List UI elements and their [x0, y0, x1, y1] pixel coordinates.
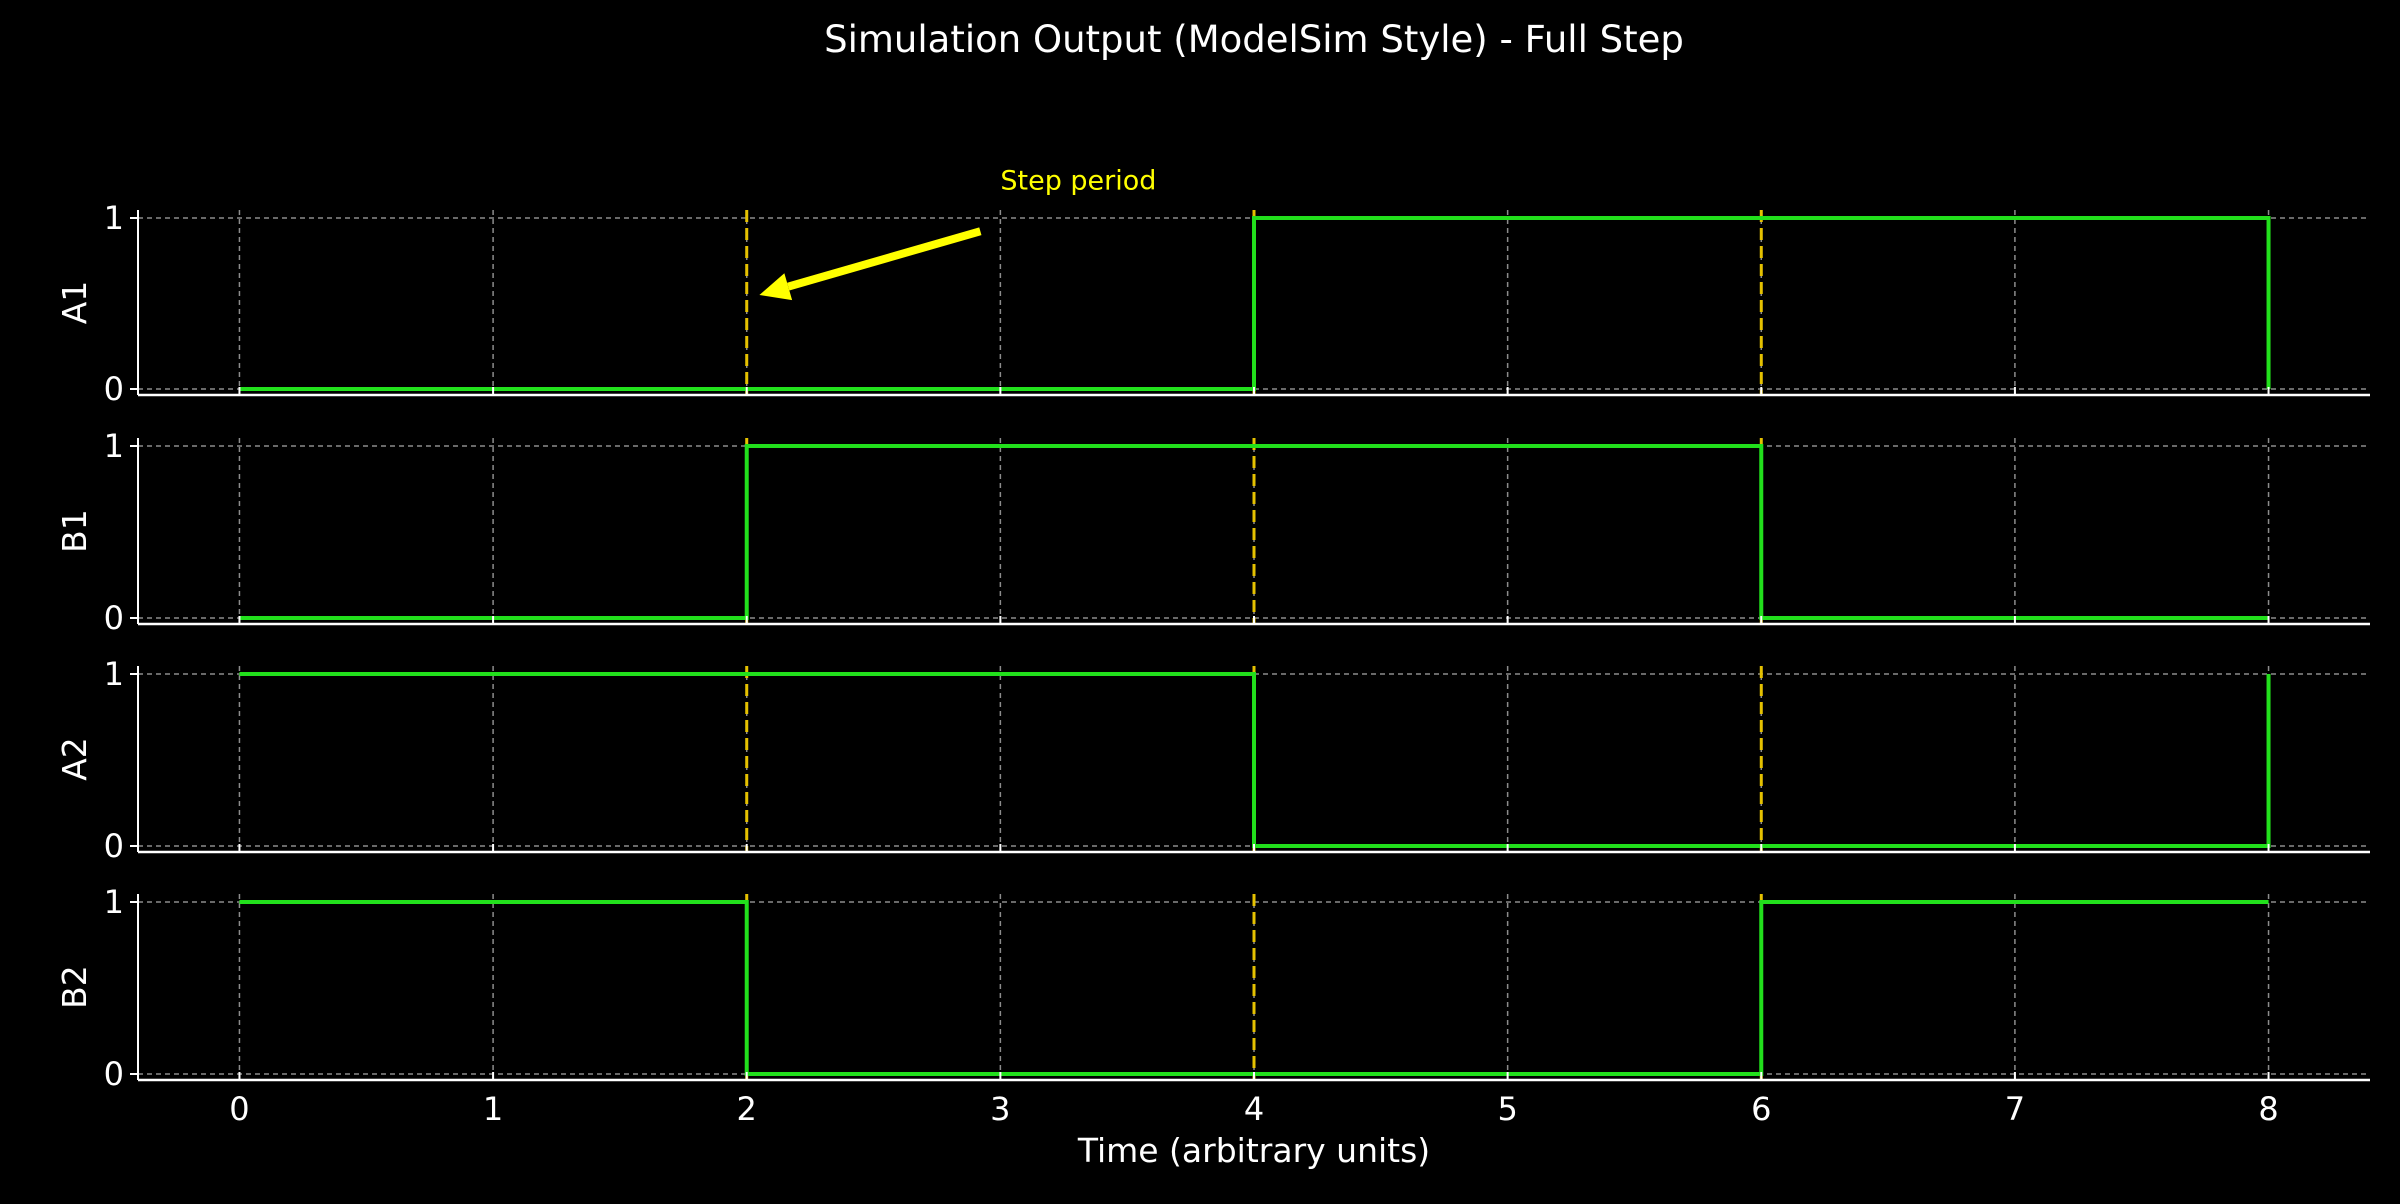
x-tick-label-3: 3 — [990, 1090, 1010, 1128]
x-tick-label-0: 0 — [229, 1090, 249, 1128]
x-tick-label-1: 1 — [483, 1090, 503, 1128]
y-tick-label-b1-0: 0 — [104, 599, 124, 637]
y-tick-label-a2-0: 0 — [104, 827, 124, 865]
signal-line-a1 — [239, 216, 2271, 391]
signal-line-a2 — [239, 672, 2271, 848]
x-tick-label-5: 5 — [1497, 1090, 1517, 1128]
chart-title: Simulation Output (ModelSim Style) - Ful… — [824, 18, 1684, 61]
signal-line-b1 — [239, 444, 2269, 620]
y-tick-label-a2-1: 1 — [104, 655, 124, 693]
y-tick-label-b2-1: 1 — [104, 883, 124, 921]
y-tick-label-a1-0: 0 — [104, 370, 124, 408]
series-label-b2: B2 — [55, 965, 94, 1009]
annotation-text: Step period — [1000, 165, 1156, 196]
y-tick-label-a1-1: 1 — [104, 199, 124, 237]
y-tick-label-b2-0: 0 — [104, 1055, 124, 1093]
annotation-arrow-shaft — [787, 227, 982, 291]
y-tick-label-b1-1: 1 — [104, 427, 124, 465]
x-tick-label-7: 7 — [2005, 1090, 2025, 1128]
x-axis-label: Time (arbitrary units) — [1077, 1131, 1430, 1170]
x-tick-label-2: 2 — [737, 1090, 757, 1128]
x-tick-label-4: 4 — [1244, 1090, 1264, 1128]
annotation-arrow-head — [759, 273, 793, 301]
series-label-b1: B1 — [55, 509, 94, 553]
x-tick-label-8: 8 — [2258, 1090, 2278, 1128]
series-label-a2: A2 — [55, 737, 94, 781]
x-tick-label-6: 6 — [1751, 1090, 1771, 1128]
series-label-a1: A1 — [55, 281, 94, 325]
